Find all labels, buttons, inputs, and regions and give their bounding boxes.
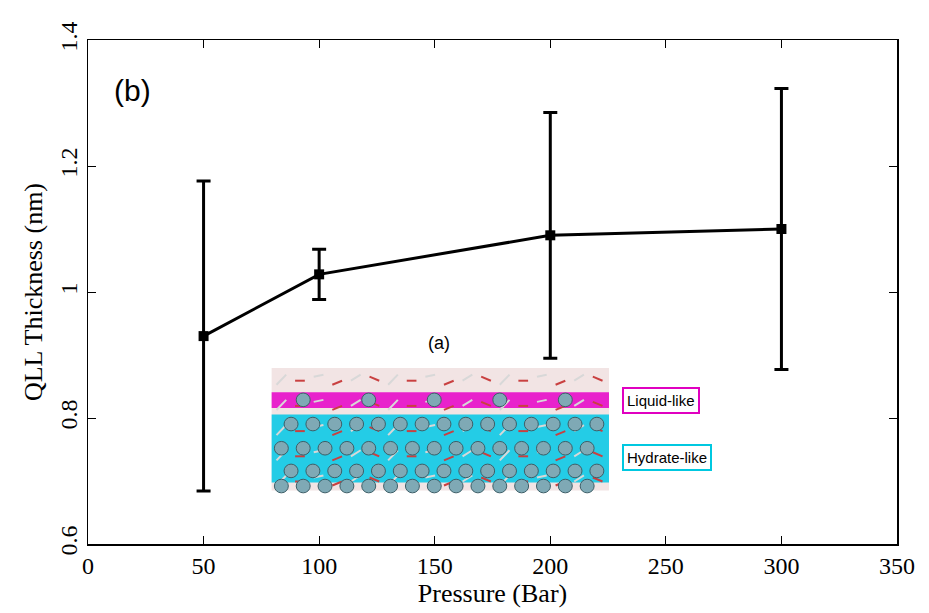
svg-text:Pressure (Bar): Pressure (Bar) — [418, 579, 567, 608]
svg-text:QLL Thickness (nm): QLL Thickness (nm) — [19, 183, 48, 401]
svg-text:0.8: 0.8 — [56, 399, 82, 429]
svg-text:350: 350 — [879, 553, 915, 579]
svg-text:1.4: 1.4 — [56, 21, 82, 51]
svg-text:250: 250 — [648, 553, 684, 579]
svg-text:1: 1 — [56, 282, 82, 294]
svg-text:300: 300 — [763, 553, 799, 579]
svg-text:100: 100 — [301, 553, 337, 579]
svg-text:(a): (a) — [428, 333, 450, 353]
svg-text:0: 0 — [82, 553, 94, 579]
svg-text:150: 150 — [417, 553, 453, 579]
svg-text:Liquid-like: Liquid-like — [627, 392, 695, 409]
svg-text:50: 50 — [192, 553, 216, 579]
svg-text:200: 200 — [532, 553, 568, 579]
svg-text:(b): (b) — [114, 74, 151, 107]
svg-text:0.6: 0.6 — [56, 525, 82, 555]
svg-text:Hydrate-like: Hydrate-like — [627, 449, 707, 466]
svg-text:1.2: 1.2 — [56, 147, 82, 177]
